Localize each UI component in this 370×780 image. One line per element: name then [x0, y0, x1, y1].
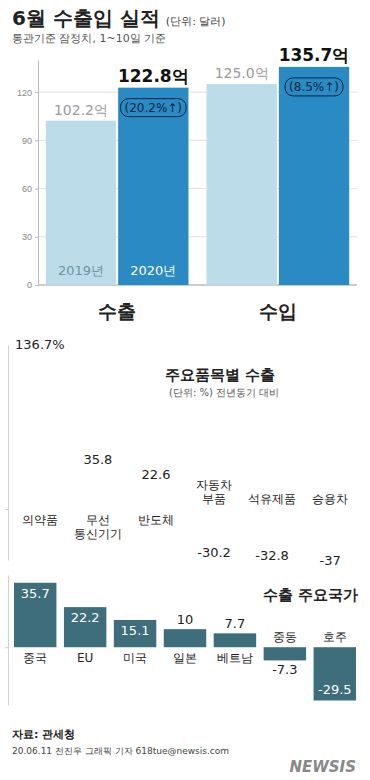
category-label: 자동차부품 [196, 478, 232, 506]
value-label: 10 [177, 612, 194, 627]
category-label: 수입 [259, 300, 297, 322]
value-label: 102.2억 [54, 102, 108, 118]
category-label: 호주 [323, 630, 347, 644]
logo: NEWSIS [289, 758, 356, 776]
labels: 35.7 중국 22.2 EU 15.1 미국 10 일본 7.7 베트남 -7.3 중동 -29.5 호… [21, 586, 358, 698]
bar [264, 647, 306, 660]
bar [118, 88, 188, 285]
source: 자료: 관세청 [12, 728, 75, 741]
value-label: 22.2 [71, 610, 100, 625]
category-label: 무선통신기기 [74, 513, 122, 541]
tick: 60 [22, 184, 38, 194]
tick-label: 0 [27, 280, 32, 290]
series-name: 2020년 [130, 263, 176, 278]
value-label: -29.5 [318, 682, 352, 697]
bar [64, 607, 106, 647]
value-label: -7.3 [272, 662, 297, 677]
category-label: 수출 [98, 300, 136, 322]
bar [207, 84, 277, 285]
bar [114, 620, 156, 647]
annotation-box [121, 99, 187, 117]
bar [214, 633, 256, 647]
y-axis [5, 346, 9, 561]
subtitle: 통관기준 잠정치, 1~10일 기준 [12, 32, 166, 45]
value-label: -37 [320, 553, 341, 568]
bar [14, 583, 56, 647]
tick-mark [5, 647, 8, 648]
bar [314, 647, 356, 700]
value-label: 15.1 [121, 623, 150, 638]
chart-3: 35.7 중국 22.2 EU 15.1 미국 10 일본 7.7 베트남 -7.3 중동 -29.5 호… [5, 576, 358, 706]
tick: 30 [22, 232, 38, 242]
unit: (단위: 달러) [166, 15, 226, 28]
tick: 90 [22, 136, 38, 146]
value-label: 35.7 [21, 586, 50, 601]
value-label: 136.7% [15, 337, 65, 352]
bar [164, 629, 206, 647]
axis-line [8, 346, 9, 561]
chart-2: 136.7% 의약품 35.8 무선통신기기 22.6 반도체 -30.2 자동차부품 -32.… [5, 337, 356, 568]
tick [5, 509, 8, 510]
bar [279, 67, 349, 285]
annotation-box [285, 78, 343, 96]
tick-label: 60 [22, 184, 32, 194]
category-label: 중동 [273, 630, 297, 644]
tick-mark [35, 237, 38, 238]
value-label: 22.6 [141, 467, 170, 482]
value-label: -32.8 [255, 548, 289, 563]
title: 6월 수출입 실적 [12, 6, 160, 30]
labels: 102.2억 2019년 125.0억 122.8억 (20.2%↑) 2020년 135.… [54, 45, 349, 322]
value-label: -30.2 [197, 545, 231, 560]
tick: 120 [17, 88, 38, 98]
tick-label: 120 [17, 88, 32, 98]
category-label: 의약품 [22, 513, 58, 527]
axis-line [38, 61, 39, 286]
value-label: 122.8억 [118, 66, 189, 86]
tick-mark [35, 189, 38, 190]
annotation: (20.2%↑) [125, 101, 183, 115]
tick-label: 30 [22, 232, 32, 242]
tick-mark [35, 285, 38, 286]
tick-mark [35, 140, 38, 141]
labels: 136.7% 의약품 35.8 무선통신기기 22.6 반도체 -30.2 자동차부품 -32.… [15, 337, 348, 568]
infographic: 6월 수출입 실적 (단위: 달러)통관기준 잠정치, 1~10일 기준 0 30 60… [0, 0, 370, 780]
category-label: 반도체 [138, 513, 174, 527]
tick-label: 90 [22, 136, 32, 146]
bar [46, 121, 116, 285]
value-label: 35.8 [83, 452, 112, 467]
chart-1: 0 30 60 90 120 102.2억 2019년 125.0억 122.8억 (20.2%↑… [17, 45, 357, 322]
axis-line [8, 576, 9, 706]
category-label: 베트남 [217, 651, 253, 665]
value-label: 7.7 [225, 616, 246, 631]
value-label: 125.0억 [215, 65, 269, 81]
bars [46, 67, 349, 285]
value-label: 135.7억 [279, 45, 350, 65]
chart-title: 수출 주요국가 [263, 586, 358, 604]
annotation: (8.5%↑) [289, 80, 339, 94]
chart-title: 주요품목별 수출 [165, 366, 275, 384]
category-label: EU [77, 651, 93, 665]
tick [5, 647, 8, 648]
series-name: 2019년 [58, 263, 104, 278]
category-label: 석유제품 [248, 492, 296, 506]
y-axis: 0 30 60 90 120 [17, 61, 39, 291]
category-label: 미국 [123, 651, 147, 665]
credit: 20.06.11 전진우 그래픽 기자 618tue@newsis.com [12, 746, 229, 756]
tick-mark [5, 509, 8, 510]
y-axis [5, 576, 9, 706]
category-label: 중국 [23, 651, 47, 665]
chart-subtitle: (단위: %) 전년동기 대비 [169, 387, 279, 398]
category-label: 일본 [173, 651, 197, 665]
tick: 0 [27, 280, 38, 290]
tick-mark [35, 92, 38, 93]
category-label: 승용차 [312, 492, 348, 506]
